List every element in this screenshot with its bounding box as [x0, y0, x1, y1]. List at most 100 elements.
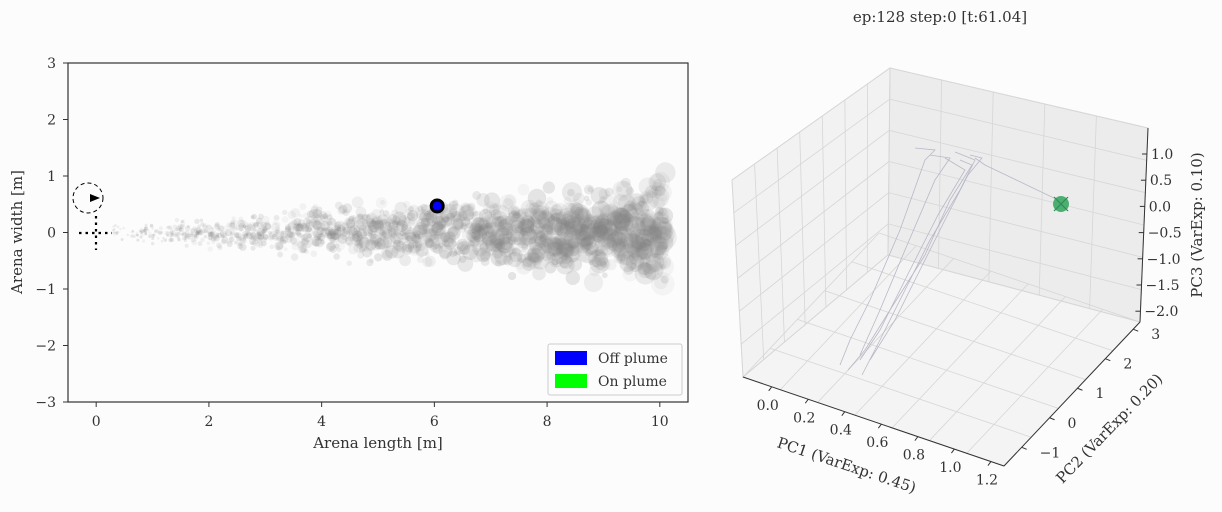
- plume-puff: [530, 219, 545, 235]
- plume-puff: [639, 217, 646, 224]
- plume-puff: [569, 198, 584, 213]
- plume-puff: [534, 235, 548, 249]
- plume-puff: [418, 229, 433, 245]
- plume-puff: [468, 221, 486, 239]
- pc1-ticks: 0.00.20.40.60.81.01.2: [757, 386, 998, 489]
- plume-puff: [620, 234, 627, 241]
- plume-puff: [547, 241, 563, 257]
- plume-puff: [571, 242, 584, 254]
- plume-puff: [369, 230, 383, 244]
- plume-puff: [304, 222, 311, 228]
- plume-puff: [614, 218, 623, 226]
- plume-puff: [456, 241, 464, 250]
- plume-puff: [142, 229, 146, 232]
- plume-puff: [456, 238, 469, 252]
- plume-puff: [197, 224, 201, 229]
- plume-puff: [249, 221, 255, 227]
- plume-puff: [655, 162, 676, 183]
- plume-puff: [291, 237, 301, 247]
- plume-puff: [559, 259, 569, 269]
- plume-puff: [433, 218, 438, 224]
- plume-puff: [319, 214, 328, 223]
- plume-puff: [234, 240, 239, 245]
- plume-puff: [492, 202, 501, 212]
- plume-puff: [281, 216, 289, 223]
- plume-puff: [238, 222, 245, 229]
- plume-puff: [306, 221, 316, 231]
- plume-puff: [433, 228, 448, 243]
- plume-puff: [305, 227, 314, 236]
- plume-puff: [240, 237, 247, 244]
- plume-puff: [140, 230, 145, 234]
- plume-puff: [654, 183, 672, 202]
- pc1-tick-label: 0.2: [793, 410, 815, 426]
- plume-puff: [533, 231, 548, 246]
- plume-puff: [621, 203, 637, 219]
- arena-x-tick-label: 10: [651, 414, 669, 430]
- plume-puff: [421, 213, 435, 226]
- plume-puff: [387, 214, 398, 224]
- plume-puff: [655, 207, 670, 222]
- plume-puff: [219, 231, 224, 236]
- plume-puff: [429, 233, 439, 244]
- plume-puff: [360, 213, 371, 225]
- plume-puff: [533, 237, 547, 250]
- plume-puff: [638, 199, 645, 207]
- plume-puff: [269, 230, 278, 240]
- plume-puff: [256, 233, 264, 241]
- plume-puff: [627, 241, 635, 250]
- plume-puff: [613, 251, 626, 264]
- plume-puff: [563, 223, 570, 229]
- plume-puff: [575, 233, 582, 239]
- plume-puff: [600, 224, 607, 231]
- plume-puff: [367, 219, 377, 230]
- plume-puff: [334, 239, 346, 251]
- plume-puff: [221, 236, 229, 244]
- plume-puff: [244, 229, 252, 237]
- plume-puff: [561, 216, 571, 226]
- plume-puff: [576, 228, 595, 248]
- plume-puff: [446, 212, 456, 222]
- plume-puff: [180, 219, 184, 224]
- plume-puff: [381, 231, 386, 236]
- plume-puff: [133, 235, 136, 239]
- plume-puff: [201, 228, 207, 234]
- plume-puff: [652, 253, 661, 262]
- plume-puff: [347, 242, 352, 247]
- plume-puff: [168, 237, 173, 243]
- plume-puff: [391, 244, 405, 259]
- plume-puff: [243, 223, 251, 231]
- plume-puff: [471, 217, 486, 233]
- plume-puff: [559, 219, 579, 238]
- plume-puff: [535, 199, 543, 207]
- plume-puff: [465, 220, 474, 229]
- plume-puff: [298, 213, 303, 218]
- plume-puff: [470, 225, 487, 243]
- plume-puff: [610, 225, 630, 245]
- plume-puff: [176, 225, 182, 231]
- plume-puff: [300, 222, 307, 229]
- plume-puff: [267, 234, 274, 241]
- plume-puff: [170, 233, 174, 238]
- plume-puff: [249, 223, 256, 229]
- plume-puff: [536, 210, 556, 229]
- plume-puff: [285, 226, 292, 233]
- plume-puff: [432, 221, 444, 234]
- plume-puff: [603, 243, 611, 251]
- plume-puff: [628, 245, 651, 268]
- plume-puff: [193, 228, 198, 233]
- plume-puff: [537, 211, 556, 230]
- plume-puff: [583, 184, 594, 195]
- plume-puff: [301, 222, 308, 229]
- plume-puff: [478, 224, 491, 236]
- plume-puff: [345, 219, 356, 229]
- plume-puff: [641, 226, 662, 247]
- plume-puff: [249, 225, 256, 232]
- plume-puff: [474, 222, 483, 232]
- plume-puff: [173, 231, 179, 237]
- plume-puff: [400, 223, 412, 235]
- plume-puff: [617, 227, 639, 249]
- plume-puff: [200, 237, 205, 243]
